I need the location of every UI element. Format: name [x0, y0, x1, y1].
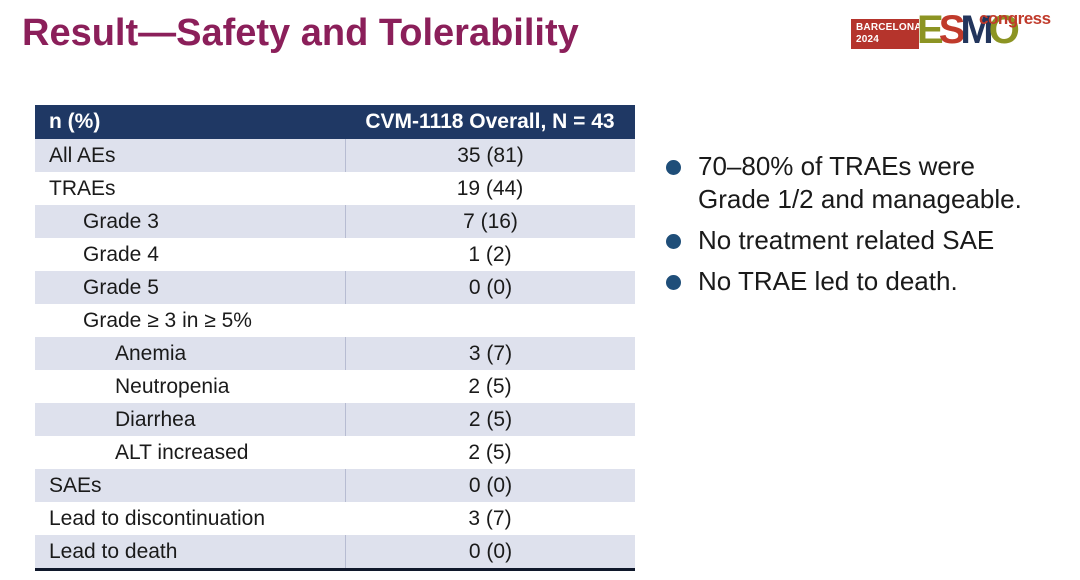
bullet-dot-icon	[666, 234, 681, 249]
table-row: Lead to discontinuation 3 (7)	[35, 502, 635, 535]
bullet-item: No TRAE led to death.	[666, 265, 1046, 298]
table-row: Anemia 3 (7)	[35, 337, 635, 370]
bullet-text: 70–80% of TRAEs were Grade 1/2 and manag…	[698, 151, 1022, 214]
row-value: 0 (0)	[345, 469, 635, 502]
congress-label: congress	[979, 9, 1051, 28]
row-value: 3 (7)	[345, 337, 635, 370]
row-value	[345, 304, 635, 337]
table-row: Grade 5 0 (0)	[35, 271, 635, 304]
row-label: TRAEs	[49, 177, 116, 200]
row-label: Grade 3	[83, 210, 159, 233]
table-header-cohort: CVM-1118 Overall, N = 43	[365, 110, 615, 133]
esmo-letter: M	[960, 8, 993, 52]
bullet-item: 70–80% of TRAEs were Grade 1/2 and manag…	[666, 150, 1046, 216]
safety-table: n (%) CVM-1118 Overall, N = 43 All AEs 35…	[35, 105, 635, 571]
esmo-letter: E	[917, 8, 944, 52]
row-label: SAEs	[49, 474, 102, 497]
row-value: 2 (5)	[468, 441, 512, 464]
table-header-metric: n (%)	[49, 110, 101, 133]
key-points-list: 70–80% of TRAEs were Grade 1/2 and manag…	[666, 150, 1046, 306]
table-header-row: n (%) CVM-1118 Overall, N = 43	[35, 105, 635, 139]
bullet-text: No TRAE led to death.	[698, 266, 958, 296]
row-label: Grade 5	[83, 276, 159, 299]
row-value: 2 (5)	[468, 375, 512, 398]
table-row: Grade ≥ 3 in ≥ 5%	[35, 304, 635, 337]
bullet-dot-icon	[666, 160, 681, 175]
logo-venue-label: BARCELONA	[856, 22, 922, 33]
row-value: 1 (2)	[468, 243, 512, 266]
table-row: Lead to death 0 (0)	[35, 535, 635, 568]
row-value: 35 (81)	[345, 139, 635, 172]
table-row: ALT increased 2 (5)	[35, 436, 635, 469]
row-label: Grade 4	[83, 243, 159, 266]
row-label: Lead to discontinuation	[49, 507, 265, 530]
table-row: TRAEs 19 (44)	[35, 172, 635, 205]
page-title: Result—Safety and Tolerability	[22, 12, 579, 54]
row-label: Lead to death	[49, 540, 178, 563]
row-label: Grade ≥ 3 in ≥ 5%	[83, 309, 252, 332]
row-value: 7 (16)	[345, 205, 635, 238]
table-row: SAEs 0 (0)	[35, 469, 635, 502]
table-row: Grade 3 7 (16)	[35, 205, 635, 238]
row-value: 19 (44)	[456, 177, 524, 200]
table-row: All AEs 35 (81)	[35, 139, 635, 172]
row-value: 0 (0)	[345, 535, 635, 568]
row-value: 0 (0)	[345, 271, 635, 304]
bullet-item: No treatment related SAE	[666, 224, 1046, 257]
esmo-letter: O	[988, 8, 1020, 52]
esmo-letter: S	[938, 8, 966, 52]
row-value: 3 (7)	[468, 507, 512, 530]
row-label: Neutropenia	[115, 375, 230, 398]
bullet-text: No treatment related SAE	[698, 225, 995, 255]
bullet-dot-icon	[666, 275, 681, 290]
row-label: Anemia	[115, 342, 187, 365]
row-label: All AEs	[49, 144, 116, 167]
esmo-congress-logo: BARCELONA 2024 ESMO congress	[851, 8, 1066, 60]
logo-year-label: 2024	[856, 34, 880, 45]
row-value: 2 (5)	[345, 403, 635, 436]
barcelona-2024-badge: BARCELONA 2024	[851, 19, 922, 49]
table-row: Neutropenia 2 (5)	[35, 370, 635, 403]
table-row: Diarrhea 2 (5)	[35, 403, 635, 436]
table-row: Grade 4 1 (2)	[35, 238, 635, 271]
row-label: Diarrhea	[115, 408, 196, 431]
row-label: ALT increased	[115, 441, 249, 464]
esmo-wordmark-icon: ESMO	[917, 8, 1020, 52]
